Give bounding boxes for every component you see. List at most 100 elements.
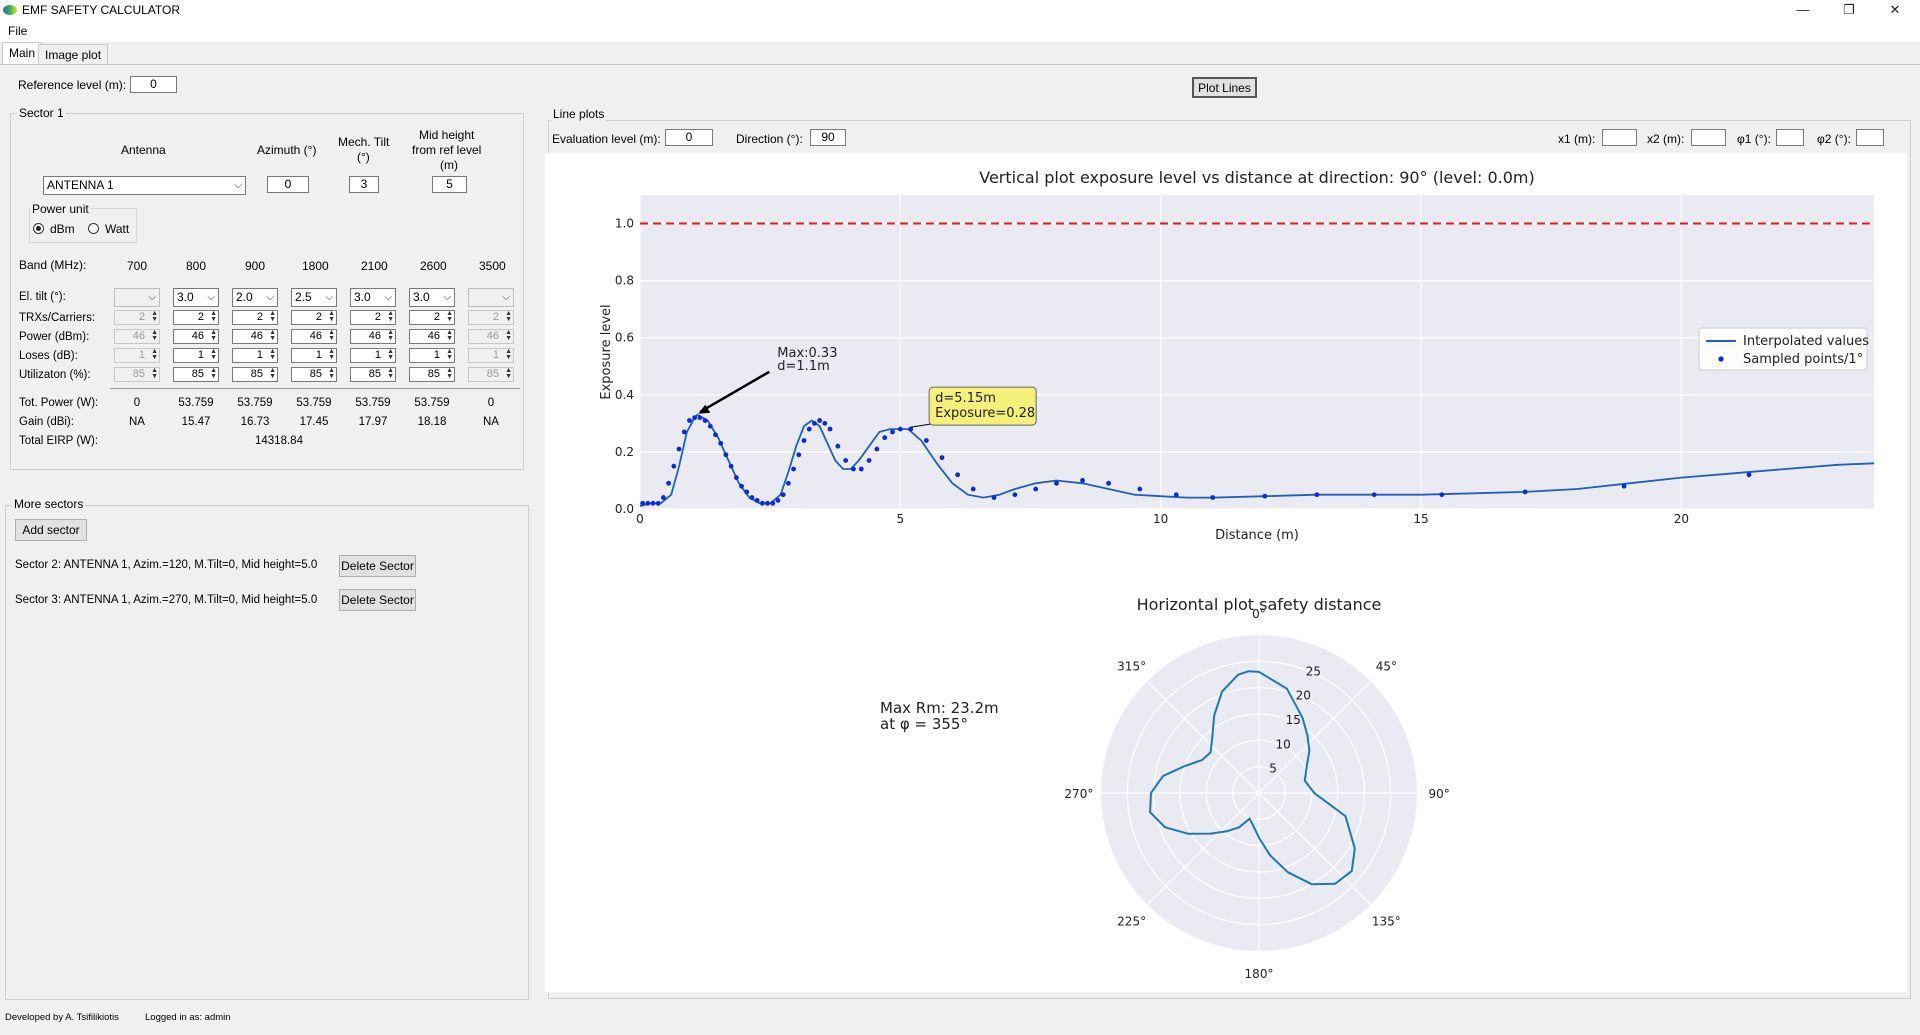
spin-arrows-icon[interactable]: ▲ ▼	[151, 310, 158, 323]
loses-spinbox-2600[interactable]: 1 ▲ ▼	[409, 348, 455, 363]
sampled-point	[858, 466, 864, 472]
spin-arrows-icon[interactable]: ▲ ▼	[505, 367, 512, 380]
util-spinbox-1800[interactable]: 85 ▲ ▼	[291, 367, 337, 382]
max-rm-angle-text: at φ = 355°	[880, 715, 968, 733]
polar-grid-spoke	[1146, 680, 1260, 794]
util-spinbox-2600[interactable]: 85 ▲ ▼	[409, 367, 455, 382]
spin-arrows-icon[interactable]: ▲ ▼	[210, 348, 217, 361]
spin-arrows-icon[interactable]: ▲ ▼	[387, 310, 394, 323]
spin-arrows-icon[interactable]: ▲ ▼	[151, 329, 158, 342]
trx-spinbox-2100[interactable]: 2 ▲ ▼	[350, 310, 396, 325]
delete-sector-2-button[interactable]: Delete Sector	[339, 555, 416, 577]
watt-radio[interactable]	[88, 223, 99, 234]
spin-arrows-icon[interactable]: ▲ ▼	[210, 310, 217, 323]
reference-level-label: Reference level (m):	[18, 78, 127, 92]
spin-arrows-icon[interactable]: ▲ ▼	[328, 329, 335, 342]
evaluation-level-input[interactable]: 0	[665, 129, 713, 146]
spin-arrows-icon[interactable]: ▲ ▼	[328, 310, 335, 323]
util-spinbox-2100[interactable]: 85 ▲ ▼	[350, 367, 396, 382]
sampled-point	[955, 472, 961, 478]
sampled-point	[775, 498, 781, 503]
mid-height-input[interactable]: 5	[432, 176, 467, 193]
close-button[interactable]: ✕	[1889, 2, 1901, 17]
menu-file[interactable]: File	[8, 24, 28, 38]
spin-arrows-icon[interactable]: ▲ ▼	[387, 329, 394, 342]
tab-main[interactable]: Main	[2, 42, 43, 65]
spin-arrows-icon[interactable]: ▲ ▼	[269, 367, 276, 380]
loses-spinbox-800[interactable]: 1 ▲ ▼	[173, 348, 219, 363]
loses-value: 1	[197, 349, 204, 361]
power-spinbox-800[interactable]: 46 ▲ ▼	[173, 329, 219, 344]
spin-arrows-icon[interactable]: ▲ ▼	[387, 348, 394, 361]
add-sector-button[interactable]: Add sector	[15, 519, 87, 541]
spin-arrows-icon[interactable]: ▲ ▼	[210, 367, 217, 380]
spin-arrows-icon[interactable]: ▲ ▼	[446, 367, 453, 380]
tot-power-2600: 53.759	[414, 397, 450, 409]
dbm-radio[interactable]	[33, 223, 44, 234]
power-spinbox-900[interactable]: 46 ▲ ▼	[232, 329, 278, 344]
spin-arrows-icon[interactable]: ▲ ▼	[446, 329, 453, 342]
table-divider	[110, 388, 520, 389]
tab-image-plot[interactable]: Image plot	[38, 44, 109, 65]
spin-arrows-icon[interactable]: ▲ ▼	[505, 310, 512, 323]
util-spinbox-900[interactable]: 85 ▲ ▼	[232, 367, 278, 382]
x1-input[interactable]	[1602, 129, 1637, 146]
band-header-700: 700	[126, 259, 148, 273]
spin-arrows-icon[interactable]: ▲ ▼	[151, 348, 158, 361]
loses-spinbox-900[interactable]: 1 ▲ ▼	[232, 348, 278, 363]
el-tilt-select-2600[interactable]: 3.0 ⌵	[409, 288, 455, 307]
trx-spinbox-900[interactable]: 2 ▲ ▼	[232, 310, 278, 325]
spin-arrows-icon[interactable]: ▲ ▼	[328, 348, 335, 361]
util-value: 85	[427, 368, 440, 380]
plot-lines-button[interactable]: Plot Lines	[1192, 77, 1257, 98]
spin-arrows-icon[interactable]: ▲ ▼	[387, 367, 394, 380]
power-spinbox-1800[interactable]: 46 ▲ ▼	[291, 329, 337, 344]
loses-spinbox-2100[interactable]: 1 ▲ ▼	[350, 348, 396, 363]
phi1-input[interactable]	[1776, 129, 1804, 146]
gain-1800: 17.45	[299, 416, 329, 428]
chevron-down-icon: ⌵	[148, 292, 156, 303]
power-spinbox-2600[interactable]: 46 ▲ ▼	[409, 329, 455, 344]
el-tilt-select-800[interactable]: 3.0 ⌵	[173, 288, 219, 307]
direction-input[interactable]: 90	[810, 129, 846, 146]
el-tilt-select-2100[interactable]: 3.0 ⌵	[350, 288, 396, 307]
spin-arrows-icon[interactable]: ▲ ▼	[505, 348, 512, 361]
spin-arrows-icon[interactable]: ▲ ▼	[269, 310, 276, 323]
dbm-label: dBm	[50, 222, 75, 236]
trx-spinbox-2600[interactable]: 2 ▲ ▼	[409, 310, 455, 325]
spin-arrows-icon[interactable]: ▲ ▼	[446, 310, 453, 323]
azimuth-input[interactable]: 0	[267, 176, 309, 193]
trx-spinbox-800[interactable]: 2 ▲ ▼	[173, 310, 219, 325]
el-tilt-select-1800[interactable]: 2.5 ⌵	[291, 288, 337, 307]
x-tick-label: 10	[1153, 512, 1168, 526]
spin-arrows-icon[interactable]: ▲ ▼	[151, 367, 158, 380]
restore-button[interactable]: ❐	[1843, 2, 1855, 17]
spin-arrows-icon[interactable]: ▲ ▼	[269, 348, 276, 361]
sampled-point	[991, 495, 997, 500]
x2-input[interactable]	[1691, 129, 1726, 146]
spin-arrows-icon[interactable]: ▲ ▼	[210, 329, 217, 342]
x-tick-label: 0	[636, 512, 644, 526]
trx-spinbox-1800[interactable]: 2 ▲ ▼	[291, 310, 337, 325]
util-spinbox-800[interactable]: 85 ▲ ▼	[173, 367, 219, 382]
row-label-loses: Loses (dB):	[19, 350, 78, 362]
loses-spinbox-1800[interactable]: 1 ▲ ▼	[291, 348, 337, 363]
tot-power-700: 0	[133, 397, 141, 409]
spin-arrows-icon[interactable]: ▲ ▼	[446, 348, 453, 361]
loses-value: 1	[492, 349, 499, 361]
el-tilt-select-900[interactable]: 2.0 ⌵	[232, 288, 278, 307]
sampled-point	[882, 435, 888, 441]
delete-sector-3-button[interactable]: Delete Sector	[339, 589, 416, 611]
sector-1-title: Sector 1	[17, 106, 66, 120]
spin-arrows-icon[interactable]: ▲ ▼	[328, 367, 335, 380]
minimize-button[interactable]: —	[1796, 2, 1810, 17]
power-spinbox-2100[interactable]: 46 ▲ ▼	[350, 329, 396, 344]
spin-arrows-icon[interactable]: ▲ ▼	[269, 329, 276, 342]
phi2-input[interactable]	[1856, 129, 1884, 146]
antenna-select[interactable]: ANTENNA 1 ⌵	[43, 176, 246, 195]
polar-grid-spoke	[1258, 680, 1372, 794]
power-spinbox-700: 46 ▲ ▼	[114, 329, 160, 344]
mech-tilt-input[interactable]: 3	[349, 176, 379, 193]
spin-arrows-icon[interactable]: ▲ ▼	[505, 329, 512, 342]
reference-level-input[interactable]: 0	[130, 76, 177, 93]
